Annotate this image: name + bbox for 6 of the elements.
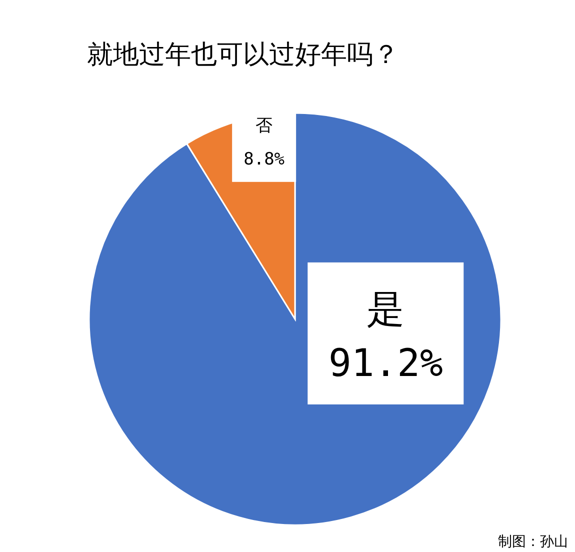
data-label: 8.8%: [244, 149, 285, 170]
chart-title: 就地过年也可以过好年吗？: [87, 40, 399, 70]
slice-label: 是: [366, 287, 405, 332]
slice-label: 否: [256, 116, 273, 136]
data-label: 91.2%: [328, 341, 443, 386]
text: 制图：孙山: [498, 534, 568, 550]
